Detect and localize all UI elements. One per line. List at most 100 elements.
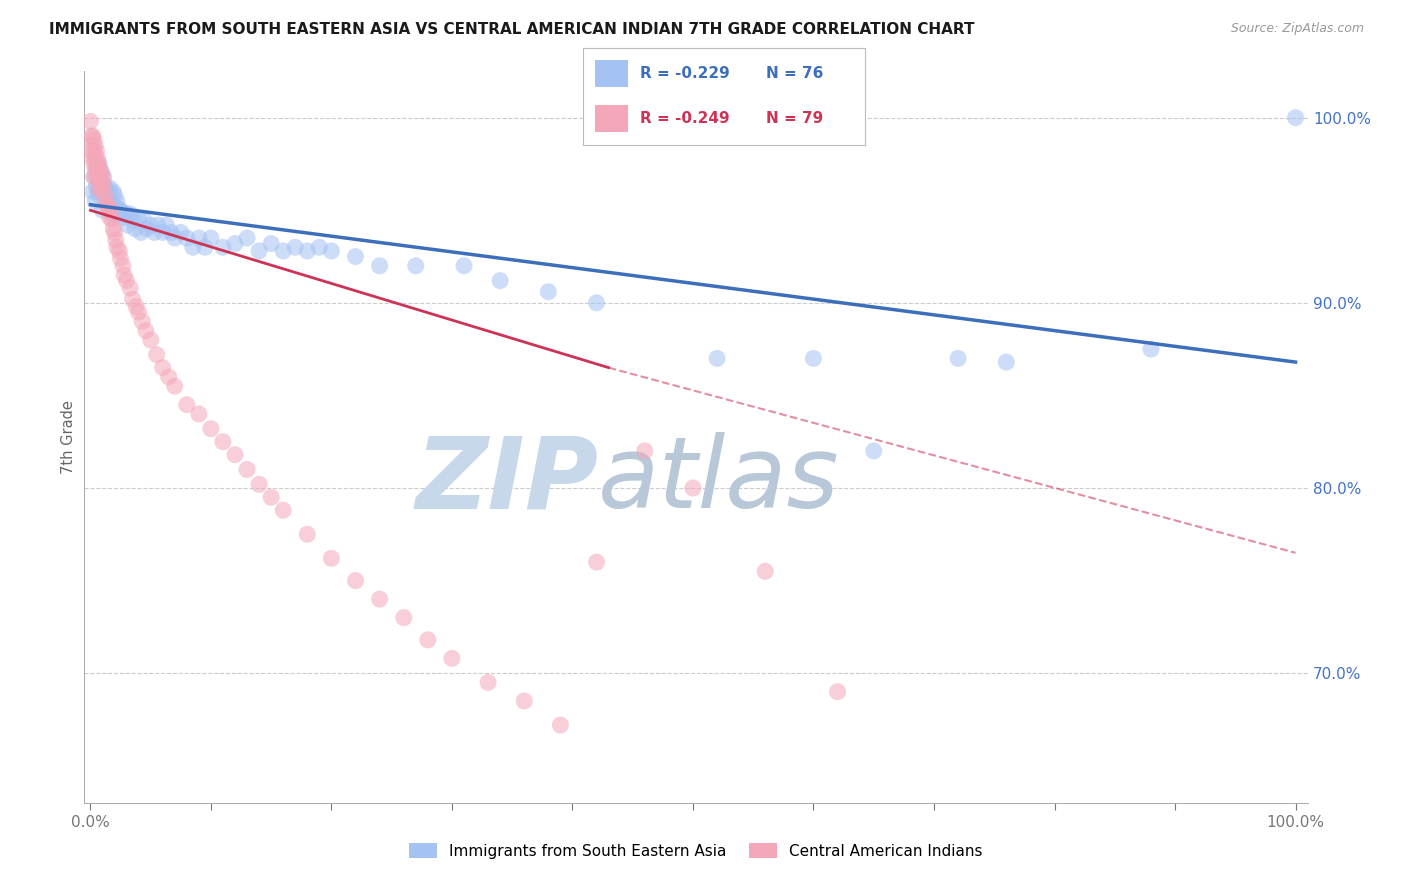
Point	[284, 240, 307, 254]
Point	[170, 226, 193, 240]
Point	[489, 274, 512, 288]
Point	[344, 250, 367, 264]
Point	[995, 355, 1018, 369]
Point	[96, 185, 118, 199]
Point	[200, 231, 222, 245]
Text: atlas: atlas	[598, 433, 839, 530]
Point	[104, 233, 127, 247]
Point	[297, 527, 319, 541]
Point	[416, 632, 439, 647]
Text: N = 79: N = 79	[766, 112, 824, 127]
Point	[82, 152, 104, 166]
Point	[101, 212, 124, 227]
Text: ZIP: ZIP	[415, 433, 598, 530]
Text: R = -0.249: R = -0.249	[640, 112, 730, 127]
Point	[124, 221, 146, 235]
Point	[89, 176, 111, 190]
Point	[105, 194, 128, 208]
Point	[129, 226, 152, 240]
Point	[120, 281, 142, 295]
Point	[125, 300, 148, 314]
Point	[260, 490, 283, 504]
Point	[176, 231, 198, 245]
Point	[163, 379, 186, 393]
Point	[271, 503, 294, 517]
Point	[344, 574, 367, 588]
Point	[83, 157, 105, 171]
Legend: Immigrants from South Eastern Asia, Central American Indians: Immigrants from South Eastern Asia, Cent…	[404, 837, 988, 864]
Point	[236, 231, 259, 245]
Point	[862, 444, 884, 458]
Point	[143, 226, 166, 240]
Point	[83, 133, 105, 147]
Point	[80, 144, 103, 158]
Point	[103, 226, 125, 240]
Point	[111, 211, 134, 225]
Point	[682, 481, 704, 495]
Point	[706, 351, 728, 366]
Point	[120, 207, 142, 221]
Point	[115, 207, 138, 221]
Point	[86, 162, 108, 177]
Point	[100, 194, 122, 208]
Point	[89, 176, 111, 190]
Point	[97, 200, 120, 214]
Point	[224, 236, 246, 251]
Point	[86, 179, 108, 194]
Point	[321, 244, 343, 258]
Point	[86, 144, 108, 158]
Point	[152, 226, 174, 240]
Point	[368, 259, 391, 273]
Point	[135, 324, 157, 338]
Point	[93, 178, 115, 192]
Point	[87, 157, 110, 171]
Point	[194, 240, 217, 254]
Point	[477, 675, 499, 690]
Point	[94, 179, 117, 194]
Point	[82, 138, 104, 153]
Point	[827, 684, 849, 698]
Point	[157, 370, 180, 384]
Point	[754, 565, 776, 579]
Point	[585, 555, 607, 569]
Point	[91, 185, 114, 199]
FancyBboxPatch shape	[595, 105, 628, 132]
Point	[550, 718, 572, 732]
Point	[187, 231, 209, 245]
Point	[90, 164, 112, 178]
Point	[212, 434, 235, 449]
Point	[212, 240, 235, 254]
Point	[187, 407, 209, 421]
Point	[236, 462, 259, 476]
Point	[103, 221, 125, 235]
Point	[110, 203, 132, 218]
Y-axis label: 7th Grade: 7th Grade	[60, 401, 76, 474]
Point	[107, 207, 129, 221]
Point	[94, 188, 117, 202]
Point	[136, 221, 159, 235]
Point	[176, 398, 198, 412]
Point	[111, 259, 134, 273]
Text: R = -0.229: R = -0.229	[640, 66, 730, 81]
Point	[803, 351, 825, 366]
Point	[537, 285, 560, 299]
Point	[108, 244, 131, 258]
Point	[405, 259, 427, 273]
Point	[634, 444, 657, 458]
Point	[224, 448, 246, 462]
Point	[513, 694, 536, 708]
Point	[308, 240, 330, 254]
Point	[82, 129, 104, 144]
Point	[97, 185, 120, 199]
Point	[108, 203, 131, 218]
Point	[94, 188, 117, 202]
Point	[83, 169, 105, 184]
Point	[97, 200, 120, 214]
Point	[139, 218, 162, 232]
Point	[79, 114, 101, 128]
Point	[112, 268, 135, 282]
Point	[271, 244, 294, 258]
Point	[87, 169, 110, 184]
Point	[86, 162, 108, 177]
Text: Source: ZipAtlas.com: Source: ZipAtlas.com	[1230, 22, 1364, 36]
